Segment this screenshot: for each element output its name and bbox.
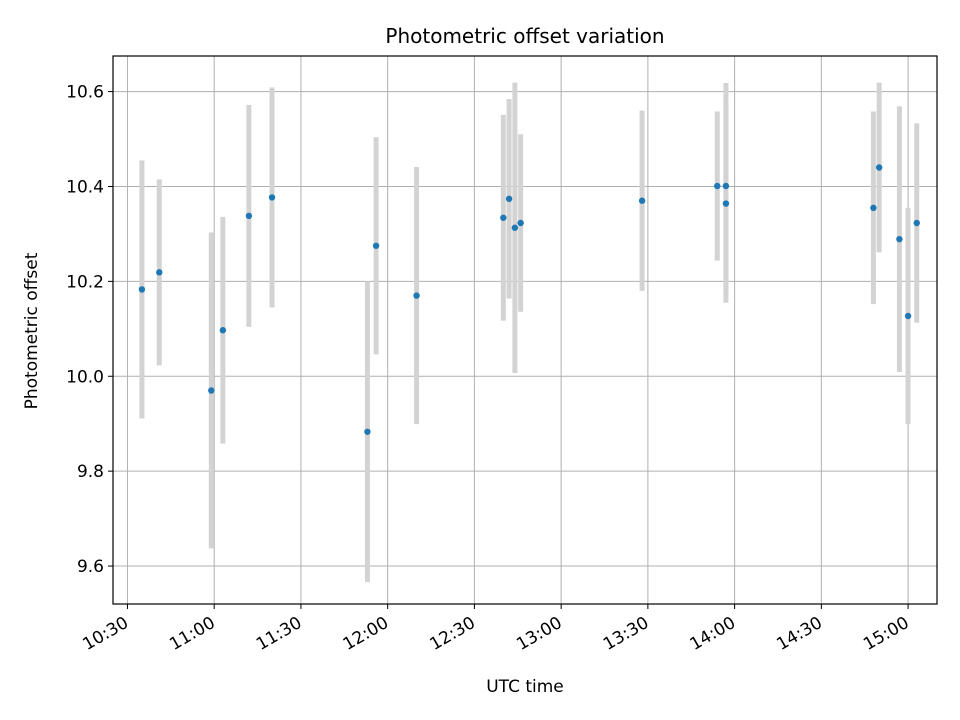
data-point [372, 242, 380, 249]
data-point [722, 182, 730, 190]
x-axis-label: UTC time [486, 677, 564, 697]
y-tick-label: 10.2 [66, 272, 104, 292]
data-point [722, 200, 730, 207]
data-point [638, 197, 646, 204]
plot-frame [112, 55, 938, 605]
data-point [875, 164, 883, 171]
chart-title: Photometric offset variation [385, 24, 664, 48]
y-tick-label: 10.6 [66, 83, 104, 103]
data-point [913, 219, 920, 227]
data-point [156, 269, 163, 276]
data-point [870, 204, 877, 212]
y-axis-label: Photometric offset [22, 252, 42, 409]
data-point [219, 327, 227, 334]
y-tick-label: 9.8 [77, 462, 104, 482]
data-point [505, 195, 513, 203]
data-point [413, 292, 420, 299]
data-point [245, 212, 253, 220]
y-tick-label: 10.4 [66, 177, 104, 197]
data-points [138, 164, 920, 435]
y-tick-label: 10.0 [66, 367, 104, 387]
y-axis-ticks: 9.6 9.8 10.0 10.2 10.4 10.6 [66, 83, 113, 577]
data-point [268, 194, 276, 201]
data-point [517, 219, 524, 227]
data-point [138, 286, 146, 293]
y-tick-label: 9.6 [77, 557, 104, 577]
data-point [208, 387, 215, 394]
data-point [500, 214, 507, 221]
data-point [511, 224, 519, 231]
data-point [896, 235, 903, 243]
data-point [714, 182, 721, 190]
data-point [364, 428, 371, 435]
data-point [904, 312, 912, 320]
